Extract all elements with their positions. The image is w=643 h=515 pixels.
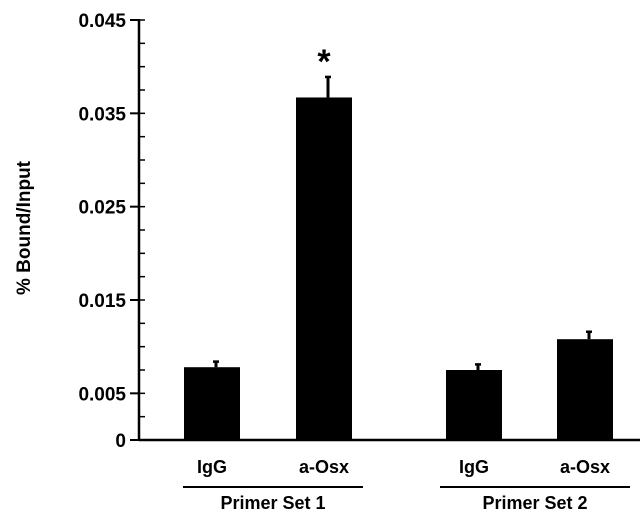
bars: * bbox=[184, 43, 613, 440]
y-axis-label: % Bound/Input bbox=[14, 160, 35, 295]
y-axis: 0 0.005 0.015 0.025 0.035 0.045 bbox=[78, 11, 145, 452]
x-axis: IgG a-Osx IgG a-Osx Primer Set 1 Primer Set 2 bbox=[139, 438, 640, 513]
group-label: Primer Set 1 bbox=[220, 493, 325, 513]
y-tick-label: 0.035 bbox=[78, 104, 126, 125]
x-tick-label: a-Osx bbox=[560, 457, 610, 477]
bar bbox=[184, 367, 240, 440]
x-tick-label: IgG bbox=[197, 457, 227, 477]
y-tick-label: 0.045 bbox=[78, 11, 126, 32]
y-tick-label: 0.015 bbox=[78, 291, 126, 312]
bar bbox=[296, 97, 352, 440]
significance-annotation: * bbox=[317, 43, 331, 81]
y-tick-label: 0.025 bbox=[78, 198, 126, 219]
bar bbox=[446, 370, 502, 440]
y-tick-label: 0.005 bbox=[78, 384, 126, 405]
y-tick-label: 0 bbox=[115, 431, 126, 452]
x-tick-label: a-Osx bbox=[299, 457, 349, 477]
bar bbox=[557, 339, 613, 440]
x-tick-label: IgG bbox=[459, 457, 489, 477]
group-label: Primer Set 2 bbox=[482, 493, 587, 513]
